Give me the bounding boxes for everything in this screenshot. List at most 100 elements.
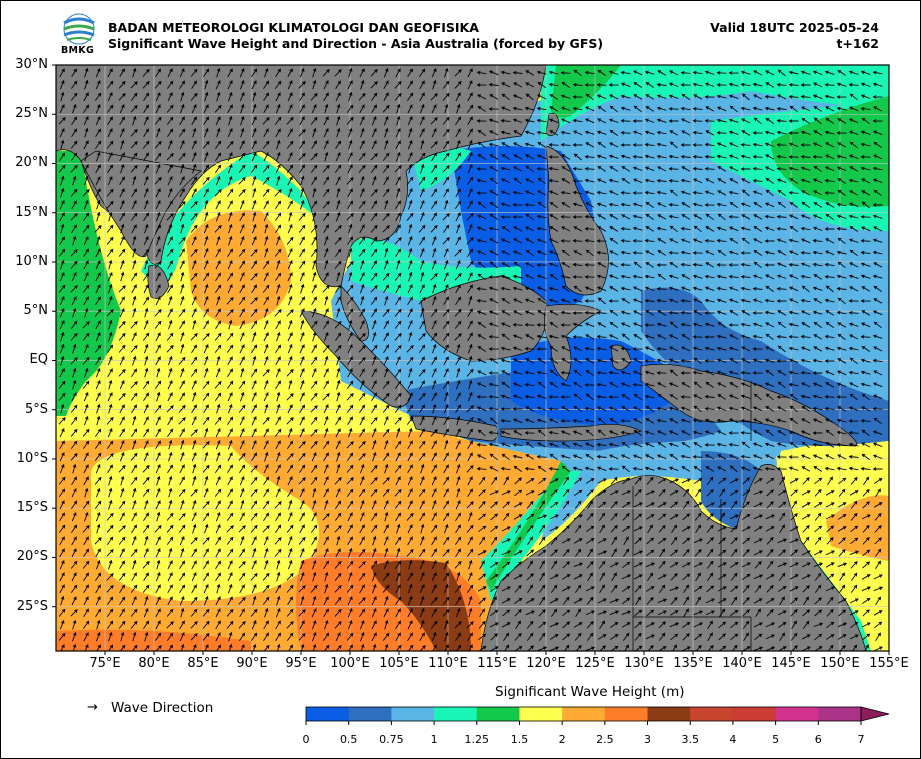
wave-arrow bbox=[108, 631, 113, 642]
wave-arrow bbox=[609, 418, 619, 424]
wave-arrow bbox=[190, 620, 198, 629]
wave-arrow bbox=[549, 346, 559, 352]
wave-arrow bbox=[586, 632, 594, 641]
lon-label: 90°E bbox=[236, 656, 268, 671]
wave-arrow bbox=[108, 499, 113, 510]
wave-arrow bbox=[814, 512, 822, 521]
wave-arrow bbox=[548, 118, 559, 124]
wave-arrow bbox=[491, 596, 497, 606]
wave-arrow bbox=[167, 284, 174, 294]
wave-arrow bbox=[680, 454, 691, 459]
wave-arrow bbox=[407, 139, 413, 150]
wave-arrow bbox=[645, 106, 655, 112]
wave-arrow bbox=[72, 643, 77, 651]
wave-arrow bbox=[383, 320, 389, 330]
wave-arrow bbox=[335, 296, 341, 306]
wave-arrow bbox=[680, 286, 691, 292]
wave-arrow bbox=[274, 501, 282, 509]
wave-arrow bbox=[705, 213, 714, 221]
wave-arrow bbox=[359, 368, 365, 378]
wave-arrow bbox=[692, 335, 703, 339]
wave-arrow bbox=[489, 94, 499, 100]
wave-arrow bbox=[155, 92, 161, 102]
wave-arrow bbox=[728, 323, 739, 327]
wave-arrow bbox=[215, 200, 221, 210]
wave-arrow bbox=[299, 331, 305, 342]
wave-arrow bbox=[596, 442, 607, 447]
wave-arrow bbox=[573, 369, 582, 377]
wave-arrow bbox=[826, 573, 835, 581]
wave-arrow bbox=[872, 406, 883, 411]
wave-arrow bbox=[836, 274, 847, 279]
wave-arrow bbox=[837, 406, 847, 412]
wave-arrow bbox=[669, 453, 678, 460]
wave-arrow bbox=[596, 358, 607, 363]
wave-arrow bbox=[227, 583, 233, 594]
wave-arrow bbox=[488, 347, 499, 351]
wave-arrow bbox=[324, 427, 329, 438]
wave-arrow bbox=[800, 430, 811, 436]
wave-arrow bbox=[323, 608, 329, 618]
wave-arrow bbox=[83, 92, 89, 102]
wave-arrow bbox=[443, 140, 450, 149]
wave-arrow bbox=[693, 502, 703, 508]
wave-arrow bbox=[765, 646, 776, 651]
wave-arrow bbox=[95, 596, 101, 606]
wave-arrow bbox=[382, 488, 390, 497]
wave-arrow bbox=[299, 344, 305, 354]
wave-arrow bbox=[680, 154, 691, 159]
wave-arrow bbox=[370, 524, 378, 533]
wave-arrow bbox=[825, 634, 835, 640]
wave-arrow bbox=[226, 188, 234, 197]
wave-arrow bbox=[849, 382, 859, 388]
wave-arrow bbox=[443, 284, 449, 294]
wave-arrow bbox=[346, 488, 354, 497]
wave-arrow bbox=[790, 608, 798, 617]
wave-arrow bbox=[191, 284, 197, 294]
wave-arrow bbox=[383, 332, 389, 342]
wave-arrow bbox=[132, 439, 137, 450]
wave-arrow bbox=[395, 296, 402, 305]
wave-arrow bbox=[608, 406, 619, 412]
wave-arrow bbox=[383, 500, 389, 510]
wave-arrow bbox=[190, 332, 198, 341]
wave-arrow bbox=[336, 199, 341, 210]
wave-arrow bbox=[585, 478, 595, 484]
wave-arrow bbox=[443, 188, 449, 198]
wave-arrow bbox=[609, 94, 619, 100]
wave-arrow bbox=[848, 154, 859, 160]
wave-arrow bbox=[779, 476, 786, 486]
wave-arrow bbox=[598, 560, 606, 569]
wave-arrow bbox=[288, 283, 293, 294]
wave-arrow bbox=[466, 104, 474, 113]
wave-arrow bbox=[407, 308, 413, 318]
wave-arrow bbox=[501, 550, 511, 556]
wave-arrow bbox=[656, 142, 667, 147]
wave-arrow bbox=[263, 488, 269, 498]
wave-arrow bbox=[524, 310, 535, 316]
wave-arrow bbox=[467, 272, 473, 282]
wave-arrow bbox=[645, 310, 655, 316]
wave-arrow bbox=[239, 512, 245, 522]
wave-arrow bbox=[813, 346, 823, 352]
wave-arrow bbox=[574, 524, 582, 533]
wave-arrow bbox=[310, 356, 318, 365]
wave-arrow bbox=[335, 440, 341, 450]
wave-arrow bbox=[634, 488, 642, 497]
wave-arrow bbox=[95, 356, 101, 366]
wave-arrow bbox=[239, 199, 245, 210]
wave-arrow bbox=[538, 584, 546, 593]
wave-arrow bbox=[299, 356, 305, 366]
wave-arrow bbox=[561, 538, 571, 544]
wave-arrow bbox=[298, 128, 306, 137]
wave-arrow bbox=[824, 94, 835, 99]
wave-arrow bbox=[500, 286, 511, 291]
wave-arrow bbox=[94, 224, 102, 233]
wave-arrow bbox=[58, 524, 66, 533]
wave-arrow bbox=[633, 502, 643, 508]
wave-arrow bbox=[824, 298, 835, 303]
wave-arrow bbox=[370, 416, 378, 425]
wave-arrow bbox=[107, 152, 113, 162]
wave-arrow bbox=[359, 416, 365, 426]
wave-arrow bbox=[311, 344, 317, 354]
